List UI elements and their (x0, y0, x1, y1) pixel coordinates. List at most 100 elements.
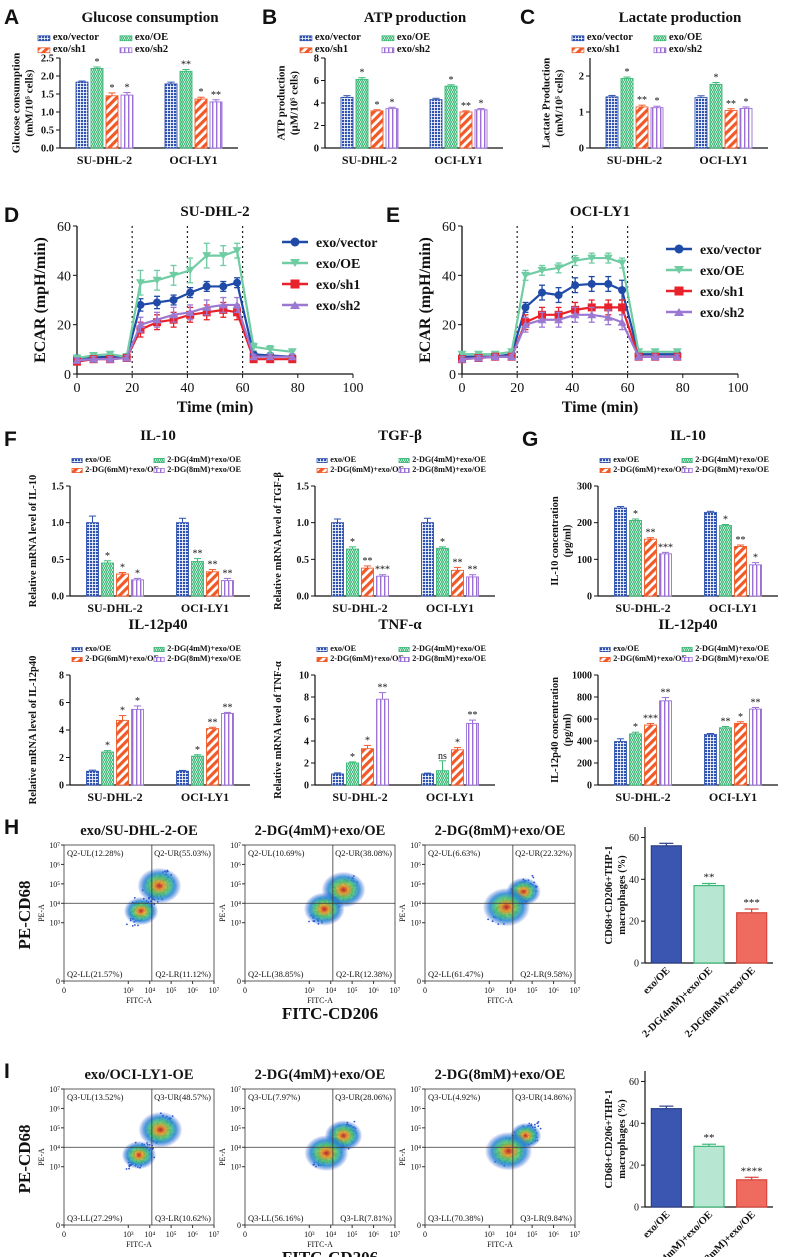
y-tick-label: 8 (304, 693, 309, 704)
data-point (105, 350, 115, 359)
data-point (570, 257, 580, 265)
legend-label: exo/OE (613, 455, 639, 464)
panel-label-d: D (4, 204, 19, 227)
legend-label: 2-DG(4mM)+exo/OE (412, 455, 486, 464)
flow-plot: exo/OCI-LY1-OE Q3-UL(13.52%) Q3-UR(48.57%)… (37, 1067, 220, 1249)
bar (749, 564, 762, 597)
chart-title: IL-12p40 (658, 617, 717, 633)
legend-label: exo/vector (315, 32, 361, 43)
data-point (457, 350, 467, 359)
flow-plot-title: 2-DG(8mM)+exo/OE (435, 823, 566, 839)
data-point (152, 276, 162, 285)
y-axis-label: IL-10 concentration (550, 496, 561, 586)
y-tick-label: 60 (629, 1077, 639, 1088)
x-tick-label: 40 (565, 381, 579, 396)
significance-label: ** (208, 717, 218, 728)
significance-label: ns (438, 751, 447, 762)
category-label: OCI-LY1 (169, 153, 217, 167)
bar (749, 708, 762, 786)
y-tick-label: 10⁵ (410, 880, 421, 889)
data-point (474, 353, 484, 362)
y-tick-label: 200 (577, 759, 592, 770)
y-tick-label: 6 (304, 715, 309, 726)
y-tick-label: 10⁴ (230, 899, 241, 908)
legend-swatch (398, 467, 410, 473)
significance-label: ** (751, 697, 761, 708)
y-axis-label: macrophages (%) (617, 1099, 628, 1179)
legend-label: exo/OE (85, 455, 111, 464)
y-tick-label: 10⁶ (410, 860, 421, 869)
category-label: SU-DHL-2 (332, 790, 387, 804)
y-tick-label: 0.0 (52, 592, 65, 603)
flow-plot: 2-DG(8mM)+exo/OE Q3-UL(4.92%) Q3-UR(14.86%… (398, 1067, 581, 1249)
x-tick-label: 10⁴ (505, 1230, 516, 1239)
quadrant-ur-label: Q2-UR(22.32%) (515, 848, 572, 858)
bar (736, 912, 768, 964)
significance-label: * (375, 100, 380, 111)
category-label: SU-DHL-2 (607, 153, 662, 167)
data-point (232, 247, 242, 255)
significance-label: ** (208, 560, 218, 571)
flow-plot-title: 2-DG(8mM)+exo/OE (435, 1067, 566, 1083)
y-channel-label: PE-A (218, 1148, 227, 1166)
legend-swatch (153, 657, 165, 663)
bar (86, 770, 99, 786)
legend-label: 2-DG(4mM)+exo/OE (695, 644, 769, 653)
y-tick-label: 60 (629, 833, 639, 844)
quadrant-lr-label: Q3-LR(7.81%) (340, 1213, 392, 1223)
bar (605, 96, 619, 149)
data-point (153, 298, 162, 307)
significance-label: * (135, 568, 140, 579)
legend-label: exo/sh1 (315, 44, 348, 55)
y-tick-label: 60 (57, 220, 71, 235)
x-tick-label: 10⁴ (505, 986, 516, 995)
data-point (265, 345, 275, 354)
data-point (650, 348, 660, 356)
legend: exo/OE 2-DG(4mM)+exo/OE 2-DG(6mM)+exo/OE 2-… (599, 644, 770, 663)
data-point (152, 315, 162, 324)
data-point (617, 259, 627, 267)
bar (131, 579, 144, 597)
x-tick-label: 80 (291, 381, 305, 396)
data-point (538, 288, 547, 297)
chart-tgfb-mrna: TGF-β exo/OE 2-DG(4mM)+exo/OE 2-DG(6mM)+exo… (273, 428, 495, 615)
bar (436, 770, 449, 786)
data-point (135, 279, 145, 287)
y-tick-label: 10⁴ (49, 1143, 60, 1152)
y-tick-label: 0 (417, 1221, 421, 1230)
legend: exo/OE 2-DG(4mM)+exo/OE 2-DG(6mM)+exo/OE 2-… (71, 644, 242, 663)
legend: exo/vector exo/OE exo/sh1 exo/sh2 (299, 32, 430, 55)
chart-il12p40-mrna: IL-12p40 exo/OE 2-DG(4mM)+exo/OE 2-DG(6mM)+… (28, 617, 250, 804)
legend-label: exo/vector (700, 243, 761, 258)
x-channel-label: FITC-A (487, 1240, 513, 1249)
x-tick-label: 10⁷ (390, 986, 401, 995)
y-tick-label: 0 (579, 144, 584, 155)
y-tick-label: 1.5 (41, 90, 54, 101)
flow-plot-frame (63, 1088, 215, 1226)
quadrant-lr-label: Q2-LR(11.12%) (155, 969, 211, 979)
bar (340, 96, 354, 149)
event-dot (537, 1125, 540, 1128)
legend-label: exo/sh2 (397, 44, 430, 55)
significance-label: ** (736, 535, 746, 546)
bar (131, 708, 144, 786)
significance-label: * (633, 509, 638, 520)
x-tick-label: 0 (243, 986, 247, 995)
flow-plot-title: exo/OCI-LY1-OE (84, 1067, 193, 1083)
y-axis-label-group: CD68+CD206+THP-1 macrophages (%) (604, 1090, 628, 1189)
quadrant-ul-label: Q3-UL(4.92%) (428, 1092, 480, 1102)
legend: exo/OE 2-DG(4mM)+exo/OE 2-DG(6mM)+exo/OE 2-… (316, 455, 487, 474)
significance-label: ** (211, 90, 221, 101)
data-point (136, 300, 145, 309)
y-axis-label: CD68+CD206+THP-1 (604, 846, 615, 945)
y-axis-label: Relative mRNA level of IL-12p40 (28, 656, 39, 805)
legend-label: exo/sh1 (53, 44, 86, 55)
quadrant-lr-label: Q3-LR(10.62%) (155, 1213, 211, 1223)
legend-swatch (599, 657, 611, 663)
data-point (72, 356, 82, 364)
x-tick-label: 0 (62, 986, 66, 995)
y-tick-label: 0 (449, 368, 456, 383)
data-point (650, 352, 660, 361)
bar (421, 773, 434, 786)
data-point (265, 352, 275, 361)
